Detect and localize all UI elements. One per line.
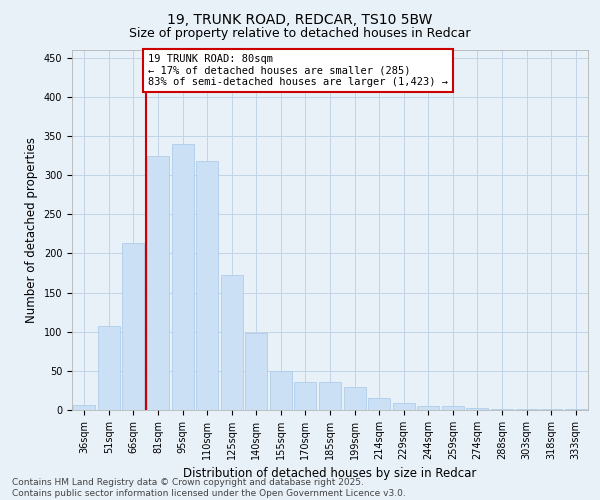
Bar	[122, 244, 145, 410]
Bar	[172, 144, 194, 410]
Bar	[417, 406, 439, 410]
X-axis label: Distribution of detached houses by size in Redcar: Distribution of detached houses by size …	[184, 468, 476, 480]
Bar	[245, 332, 268, 410]
Bar	[344, 388, 365, 410]
Text: Size of property relative to detached houses in Redcar: Size of property relative to detached ho…	[129, 28, 471, 40]
Bar	[442, 406, 464, 410]
Bar	[270, 371, 292, 410]
Bar	[466, 408, 488, 410]
Text: Contains HM Land Registry data © Crown copyright and database right 2025.
Contai: Contains HM Land Registry data © Crown c…	[12, 478, 406, 498]
Bar	[392, 403, 415, 410]
Bar	[147, 156, 169, 410]
Bar	[368, 398, 390, 410]
Text: 19 TRUNK ROAD: 80sqm
← 17% of detached houses are smaller (285)
83% of semi-deta: 19 TRUNK ROAD: 80sqm ← 17% of detached h…	[148, 54, 448, 87]
Bar	[196, 161, 218, 410]
Bar	[319, 382, 341, 410]
Bar	[491, 409, 513, 410]
Y-axis label: Number of detached properties: Number of detached properties	[25, 137, 38, 323]
Bar	[540, 409, 562, 410]
Bar	[98, 326, 120, 410]
Bar	[295, 382, 316, 410]
Bar	[221, 276, 243, 410]
Bar	[515, 409, 538, 410]
Text: 19, TRUNK ROAD, REDCAR, TS10 5BW: 19, TRUNK ROAD, REDCAR, TS10 5BW	[167, 12, 433, 26]
Bar	[73, 406, 95, 410]
Bar	[565, 409, 587, 410]
